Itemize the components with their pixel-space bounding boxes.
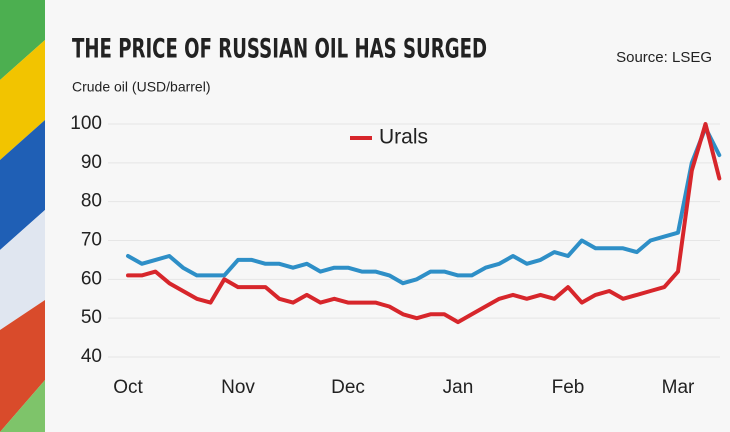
legend-label: Urals xyxy=(379,126,428,149)
x-tick-label: Nov xyxy=(221,377,255,398)
source: Source: LSEG xyxy=(616,49,712,66)
y-tick-label: 50 xyxy=(81,307,102,328)
y-tick-label: 40 xyxy=(81,346,102,367)
y-axis-label: Crude oil (USD/barrel) xyxy=(72,79,210,95)
x-tick-label: Mar xyxy=(662,377,695,398)
x-tick-label: Feb xyxy=(552,377,585,398)
line-series xyxy=(126,125,722,286)
x-tick-label: Dec xyxy=(331,377,365,398)
y-tick-label: 80 xyxy=(81,191,102,212)
line-series xyxy=(126,122,722,325)
chart-title: THE PRICE OF RUSSIAN OIL HAS SURGED xyxy=(72,34,487,65)
decoration xyxy=(0,0,45,432)
x-tick-label: Jan xyxy=(443,377,474,398)
x-tick-label: Oct xyxy=(113,377,143,398)
y-tick-label: 100 xyxy=(70,113,102,134)
y-tick-label: 90 xyxy=(81,152,102,173)
y-tick-label: 70 xyxy=(81,230,102,251)
y-tick-label: 60 xyxy=(81,268,102,289)
